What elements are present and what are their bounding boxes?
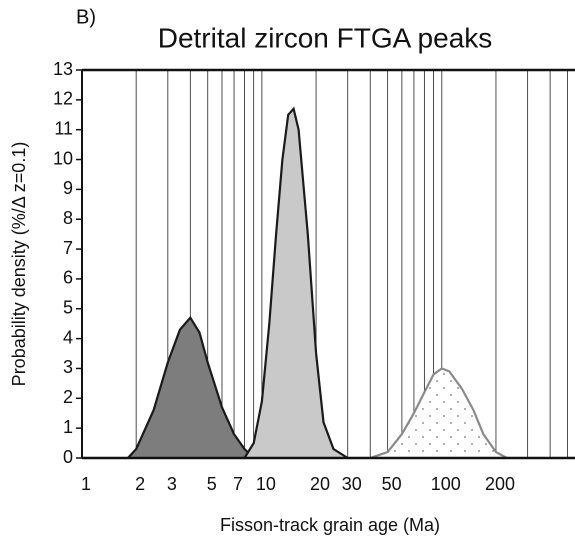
x-tick-label: 3 <box>167 474 177 494</box>
panel-label: B) <box>76 6 96 28</box>
area <box>244 108 348 459</box>
line <box>243 106 349 459</box>
x-tick-label: 100 <box>431 474 461 494</box>
line <box>369 367 508 460</box>
y-tick-label: 2 <box>63 387 73 407</box>
area <box>127 317 254 458</box>
x-tick-label: 1 <box>81 474 91 494</box>
x-tick-label: 20 <box>310 474 330 494</box>
x-tick-label: 30 <box>342 474 362 494</box>
y-tick-label: 1 <box>63 417 73 437</box>
y-tick-label: 12 <box>53 89 73 109</box>
x-tick-label: 5 <box>207 474 217 494</box>
y-tick-label: 5 <box>63 298 73 318</box>
y-tick-label: 9 <box>63 178 73 198</box>
x-tick-label: 10 <box>256 474 276 494</box>
y-tick-label: 6 <box>63 268 73 288</box>
y-tick-label: 0 <box>63 447 73 467</box>
x-tick-label: 200 <box>485 474 515 494</box>
y-tick-label: 3 <box>63 357 73 377</box>
chart-title: Detrital zircon FTGA peaks <box>158 22 493 53</box>
y-tick-label: 7 <box>63 238 73 258</box>
y-tick-label: 4 <box>63 327 73 347</box>
x-tick-label: 50 <box>382 474 402 494</box>
y-axis-label: Probability density (%/Δ z=0.1) <box>9 142 29 387</box>
y-tick-label: 11 <box>54 118 73 138</box>
y-tick-label: 8 <box>63 208 73 228</box>
y-tick-label: 13 <box>53 59 73 79</box>
x-axis-label: Fisson-track grain age (Ma) <box>220 515 440 535</box>
x-tick-label: 2 <box>135 474 145 494</box>
y-tick-label: 10 <box>53 148 73 168</box>
line <box>127 315 255 459</box>
area <box>370 368 507 458</box>
x-tick-label: 7 <box>233 474 243 494</box>
